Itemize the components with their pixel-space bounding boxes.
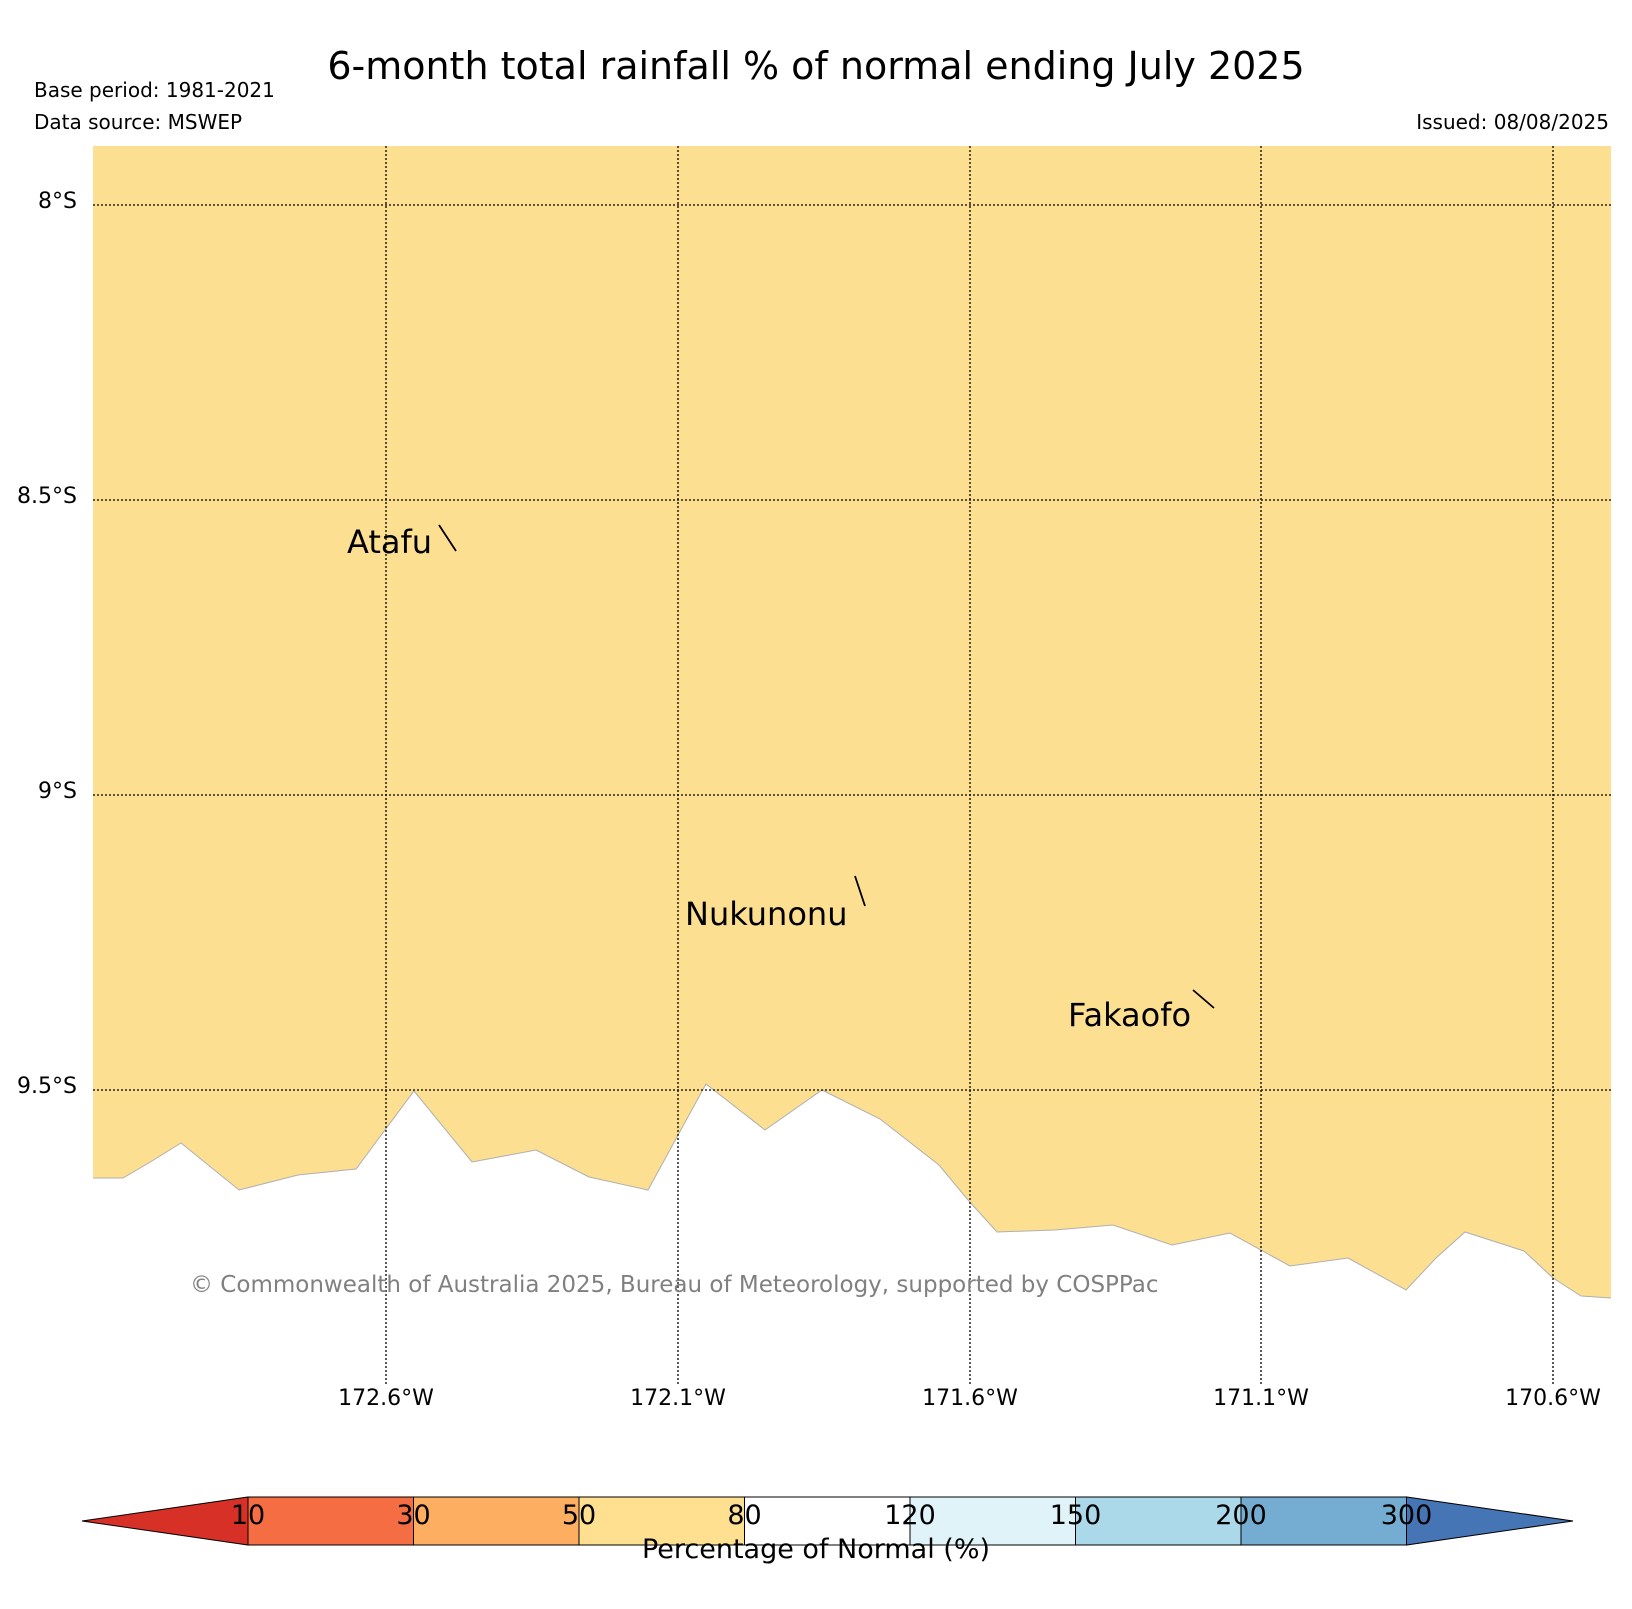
colorbar-tick-150: 150 (1049, 1500, 1102, 1531)
colorbar-tick-30: 30 (396, 1500, 431, 1531)
place-label-nukunonu: Nukunonu (685, 895, 848, 933)
rainfall-fill-area (93, 146, 1611, 1298)
colorbar-segment-200-300 (1241, 1497, 1407, 1545)
colorbar-tick-200: 200 (1215, 1500, 1267, 1531)
lat-label-9s: 9°S (38, 779, 77, 804)
colorbar (81, 1496, 1574, 1546)
issued-date: Issued: 08/08/2025 (1416, 110, 1609, 134)
colorbar-segment-150-200 (1075, 1497, 1241, 1545)
colorbar-segment-120-150 (910, 1497, 1076, 1545)
colorbar-outline (247, 1496, 1407, 1546)
lon-label-171-1w: 171.1°W (1213, 1386, 1309, 1411)
colorbar-segment-10-30 (248, 1497, 414, 1545)
data-source-note: Data source: MSWEP (34, 110, 243, 134)
nukunonu-atoll-marker (854, 875, 866, 907)
colorbar-tick-10: 10 (230, 1500, 266, 1531)
lon-label-172-6w: 172.6°W (338, 1386, 434, 1411)
lon-label-172-1w: 172.1°W (630, 1386, 726, 1411)
fakaofo-atoll-marker (1192, 989, 1215, 1009)
coastline (93, 1083, 1612, 1299)
colorbar-tick-50: 50 (561, 1500, 597, 1531)
colorbar-tick-80: 80 (727, 1500, 762, 1531)
colorbar-title: Percentage of Normal (%) (641, 1534, 991, 1565)
colorbar-segment-50-80 (579, 1497, 745, 1545)
latitude-gridlines (93, 204, 1611, 1091)
lat-label-9-5s: 9.5°S (17, 1074, 77, 1099)
lon-label-171-6w: 171.6°W (922, 1386, 1018, 1411)
lat-label-8s: 8°S (38, 189, 77, 214)
lon-label-170-6w: 170.6°W (1505, 1386, 1601, 1411)
colorbar-tick-120: 120 (884, 1500, 936, 1531)
place-label-atafu: Atafu (347, 523, 433, 561)
atafu-atoll-marker (438, 524, 457, 552)
figure-title: 6-month total rainfall % of normal endin… (327, 44, 1305, 88)
lat-label-8-5s: 8.5°S (17, 484, 77, 509)
colorbar-segment-30-50 (413, 1497, 579, 1545)
colorbar-tick-300: 300 (1380, 1500, 1433, 1531)
copyright-notice: © Commonwealth of Australia 2025, Bureau… (190, 1272, 1159, 1298)
longitude-gridlines (385, 146, 1554, 1386)
base-period-note: Base period: 1981-2021 (34, 78, 275, 102)
place-label-fakaofo: Fakaofo (1068, 996, 1192, 1034)
colorbar-segment-80-120 (744, 1497, 910, 1545)
